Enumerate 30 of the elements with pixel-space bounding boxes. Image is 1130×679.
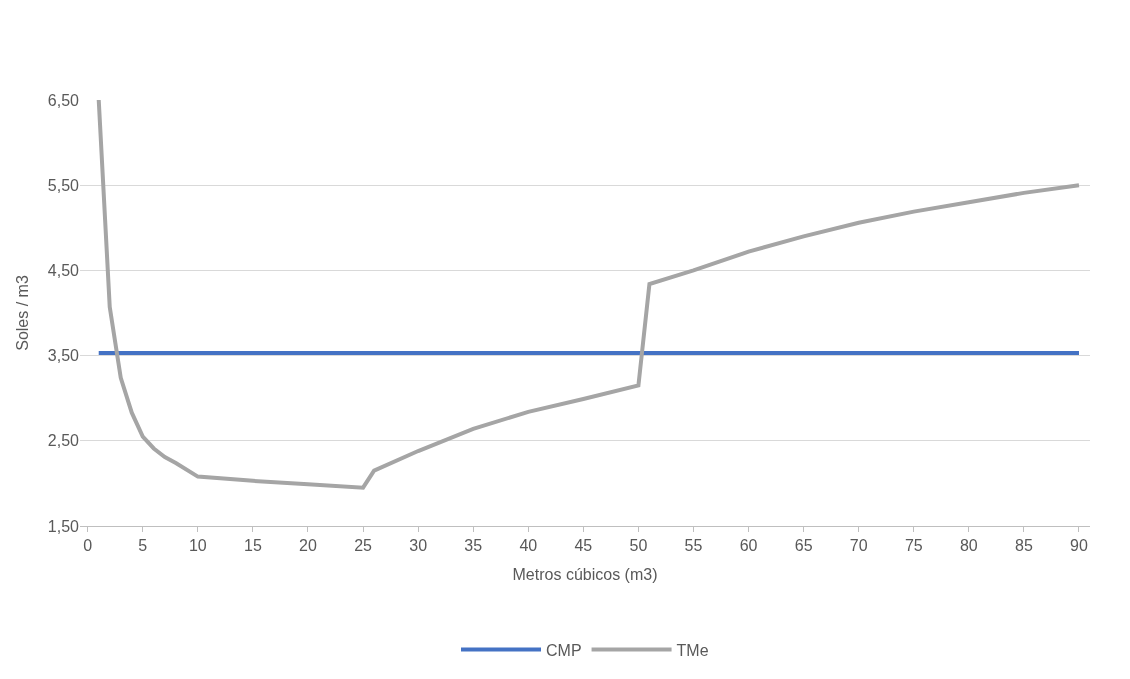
- x-tick-label: 10: [188, 537, 207, 555]
- line-series: [96, 100, 1081, 490]
- x-tick-label: 25: [354, 537, 373, 555]
- x-tick-label: 90: [1070, 537, 1088, 555]
- x-tick-label: 15: [244, 537, 262, 555]
- x-tick-label: 50: [629, 537, 648, 555]
- x-tick-label: 70: [849, 537, 868, 555]
- x-tick-label: 45: [574, 537, 593, 555]
- y-tick-label: 4,50: [47, 262, 80, 279]
- y-tick-label: 2,50: [47, 432, 80, 450]
- x-tick-label: 60: [739, 537, 758, 555]
- x-tick-label: 75: [904, 537, 923, 555]
- y-tick-label: 6,50: [47, 91, 80, 109]
- x-tick-label: 30: [409, 537, 428, 555]
- y-tick-label: 5,50: [47, 176, 80, 194]
- y-axis-title: Soles / m3: [13, 275, 31, 351]
- x-tick-label: 40: [519, 537, 538, 555]
- legend-label: TMe: [676, 641, 709, 659]
- x-tick-label: 65: [794, 537, 813, 555]
- x-tick-label: 55: [684, 537, 703, 555]
- x-axis-title: Metros cúbicos (m3): [512, 565, 658, 583]
- legend-label: CMP: [546, 641, 582, 659]
- x-tick-label: 0: [83, 537, 93, 555]
- x-tick-label: 35: [464, 537, 483, 555]
- x-tick-label: 20: [299, 537, 317, 555]
- x-tick-label: 5: [138, 537, 148, 555]
- y-tick-label: 3,50: [47, 347, 80, 365]
- x-tick-label: 80: [959, 537, 978, 555]
- x-tick-label: 85: [1015, 537, 1033, 555]
- y-tick-label: 1,50: [47, 517, 80, 535]
